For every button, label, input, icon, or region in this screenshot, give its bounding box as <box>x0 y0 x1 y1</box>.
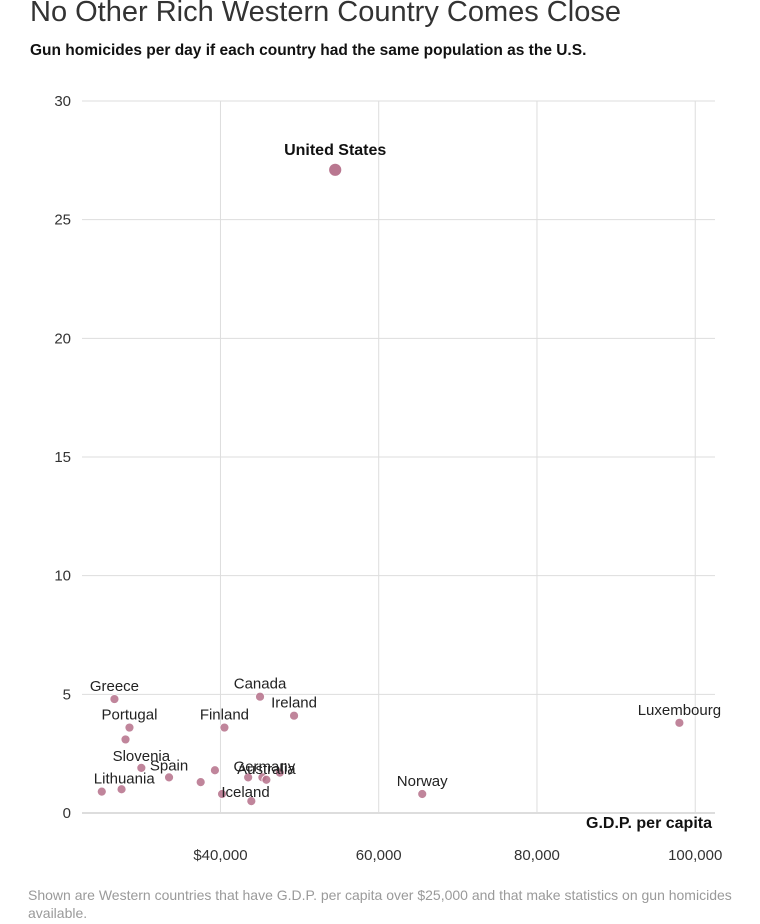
footnote: Shown are Western countries that have G.… <box>28 887 732 921</box>
data-point[interactable] <box>195 777 206 788</box>
data-point-luxembourg[interactable] <box>674 717 685 728</box>
data-point-lithuania[interactable] <box>96 786 107 797</box>
x-tick-label: 80,000 <box>514 847 560 864</box>
x-tick-label: 100,000 <box>668 847 722 864</box>
point-label: Ireland <box>271 695 317 712</box>
y-gridlines <box>82 100 715 814</box>
data-points <box>96 162 685 807</box>
point-label: Greece <box>90 678 139 695</box>
point-label: Norway <box>397 773 448 790</box>
data-point-united-states[interactable] <box>328 162 343 177</box>
point-label: Canada <box>234 676 287 693</box>
point-label: Iceland <box>221 784 269 801</box>
data-point[interactable] <box>210 765 220 776</box>
data-point[interactable] <box>120 734 131 745</box>
data-point-finland[interactable] <box>219 722 230 733</box>
point-label: Lithuania <box>94 771 156 788</box>
x-tick-label: 60,000 <box>356 847 402 864</box>
y-tick-label: 15 <box>54 449 71 466</box>
data-point[interactable] <box>116 784 127 795</box>
y-tick-label: 5 <box>63 686 71 703</box>
chart-title: No Other Rich Western Country Comes Clos… <box>30 0 621 28</box>
y-tick-label: 25 <box>54 212 71 229</box>
point-label: Slovenia <box>113 748 171 765</box>
data-point[interactable] <box>217 789 227 799</box>
point-label: United States <box>284 142 386 159</box>
x-tick-labels: $40,000 60,000 80,000 100,000 <box>193 847 722 864</box>
x-axis-label: G.D.P. per capita <box>586 815 712 832</box>
data-point-spain[interactable] <box>164 772 174 783</box>
x-gridlines <box>219 101 696 813</box>
data-point-australia[interactable] <box>261 774 272 785</box>
data-point-ireland[interactable] <box>289 710 299 721</box>
x-tick-label: $40,000 <box>193 847 247 864</box>
point-label: Australia <box>237 761 296 778</box>
y-tick-label: 20 <box>54 330 71 347</box>
data-point-iceland[interactable] <box>246 796 257 807</box>
point-label: Portugal <box>102 707 158 724</box>
y-tick-label: 10 <box>54 568 71 585</box>
point-label: Luxembourg <box>638 702 721 719</box>
y-tick-labels: 0 5 10 15 20 25 30 <box>54 93 71 822</box>
data-point-norway[interactable] <box>417 789 428 799</box>
data-point-slovenia[interactable] <box>136 763 147 773</box>
chart-subtitle: Gun homicides per day if each country ha… <box>30 42 587 59</box>
point-labels: United States Greece Canada Ireland Portugal… <box>90 142 721 801</box>
y-tick-label: 0 <box>63 805 71 822</box>
data-point-greece[interactable] <box>109 694 120 704</box>
data-point-portugal[interactable] <box>124 722 135 733</box>
point-label: Germany <box>234 758 296 775</box>
point-label: Finland <box>200 707 249 724</box>
y-tick-label: 30 <box>54 93 71 110</box>
data-point-canada[interactable] <box>255 691 265 702</box>
data-point[interactable] <box>243 772 254 783</box>
point-label: Spain <box>150 757 188 774</box>
data-point[interactable] <box>274 767 285 778</box>
